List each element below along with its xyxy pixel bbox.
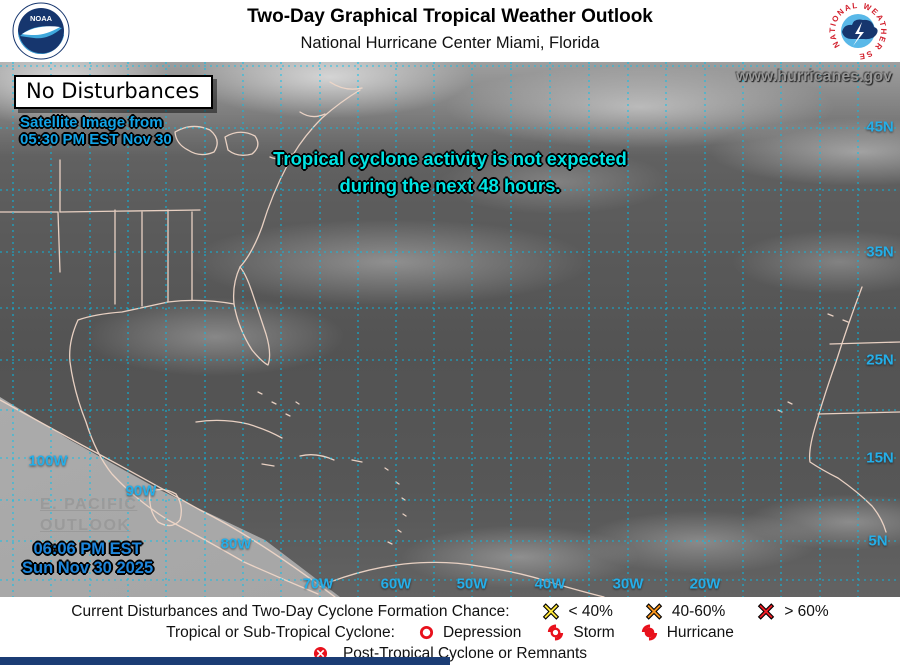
lon-label-80w: 80W <box>220 535 252 553</box>
legend-row-cyclone: Tropical or Sub-Tropical Cyclone: Depres… <box>0 622 900 643</box>
no-disturbances-banner: No Disturbances <box>14 75 214 109</box>
legend: Current Disturbances and Two-Day Cyclone… <box>0 597 900 665</box>
satellite-timestamp-line2: 05:30 PM EST Nov 30 <box>20 131 172 148</box>
legend-chance-label: Current Disturbances and Two-Day Cyclone… <box>71 602 510 620</box>
legend-cyclone-label: Tropical or Sub-Tropical Cyclone: <box>166 623 395 641</box>
nws-logo-icon[interactable]: NATIONAL WEATHER SERVICE <box>818 0 894 61</box>
chance-low-label: < 40% <box>568 602 613 620</box>
east-pacific-link-line1: E. PACIFIC <box>40 496 138 513</box>
lat-label-15n: 15N <box>866 449 894 467</box>
satellite-outlook-map[interactable]: No Disturbances Satellite Image from 05:… <box>0 62 900 597</box>
outlook-message-line2: during the next 48 hours. <box>339 175 561 196</box>
lon-label-40w: 40W <box>534 575 566 593</box>
noaa-logo-icon[interactable]: NOAA <box>8 2 74 60</box>
hurricane-icon <box>641 624 657 641</box>
lon-label-20w: 20W <box>689 575 721 593</box>
lon-label-50w: 50W <box>456 575 488 593</box>
chance-mid-x-icon <box>645 603 663 620</box>
issued-timestamp-line1: 06:06 PM EST <box>33 540 142 558</box>
chance-high-label: > 60% <box>784 602 829 620</box>
satellite-timestamp-label: Satellite Image from 05:30 PM EST Nov 30 <box>20 114 172 148</box>
legend-row-chance: Current Disturbances and Two-Day Cyclone… <box>0 601 900 622</box>
outlook-message-line1: Tropical cyclone activity is not expecte… <box>273 148 627 169</box>
hurricanes-gov-watermark: www.hurricanes.gov <box>736 68 892 85</box>
lat-label-45n: 45N <box>866 118 894 136</box>
lat-label-35n: 35N <box>866 243 894 261</box>
depression-label: Depression <box>442 623 522 641</box>
chance-high-x-icon <box>758 603 775 620</box>
lon-label-30w: 30W <box>612 575 644 593</box>
bottom-nav-bar[interactable] <box>0 657 450 665</box>
storm-label: Storm <box>573 623 615 641</box>
page-subtitle: National Hurricane Center Miami, Florida <box>300 34 600 52</box>
depression-icon <box>419 625 434 640</box>
hurricane-label: Hurricane <box>666 623 734 641</box>
lon-label-70w: 70W <box>302 575 334 593</box>
lon-label-90w: 90W <box>125 482 157 500</box>
lat-label-25n: 25N <box>866 351 894 369</box>
lon-label-100w: 100W <box>28 452 68 470</box>
outlook-message: Tropical cyclone activity is not expecte… <box>0 145 900 199</box>
east-pacific-outlook-link[interactable]: E. PACIFIC OUTLOOK <box>40 494 137 536</box>
issued-timestamp: 06:06 PM EST Sun Nov 30 2025 <box>22 540 153 578</box>
chance-mid-label: 40-60% <box>671 602 726 620</box>
page-header: NOAA Two-Day Graphical Tropical Weather … <box>0 0 900 62</box>
lon-label-60w: 60W <box>380 575 412 593</box>
page-title: Two-Day Graphical Tropical Weather Outlo… <box>247 6 653 27</box>
post-tropical-icon <box>313 646 328 661</box>
lat-label-5n: 5N <box>868 532 888 550</box>
latlon-grid <box>0 62 900 597</box>
issued-timestamp-line2: Sun Nov 30 2025 <box>22 559 154 577</box>
storm-icon <box>548 624 564 641</box>
chance-low-x-icon <box>542 603 559 620</box>
satellite-timestamp-line1: Satellite Image from <box>20 114 163 131</box>
noaa-logo-label: NOAA <box>30 14 53 23</box>
east-pacific-link-line2: OUTLOOK <box>40 517 131 534</box>
